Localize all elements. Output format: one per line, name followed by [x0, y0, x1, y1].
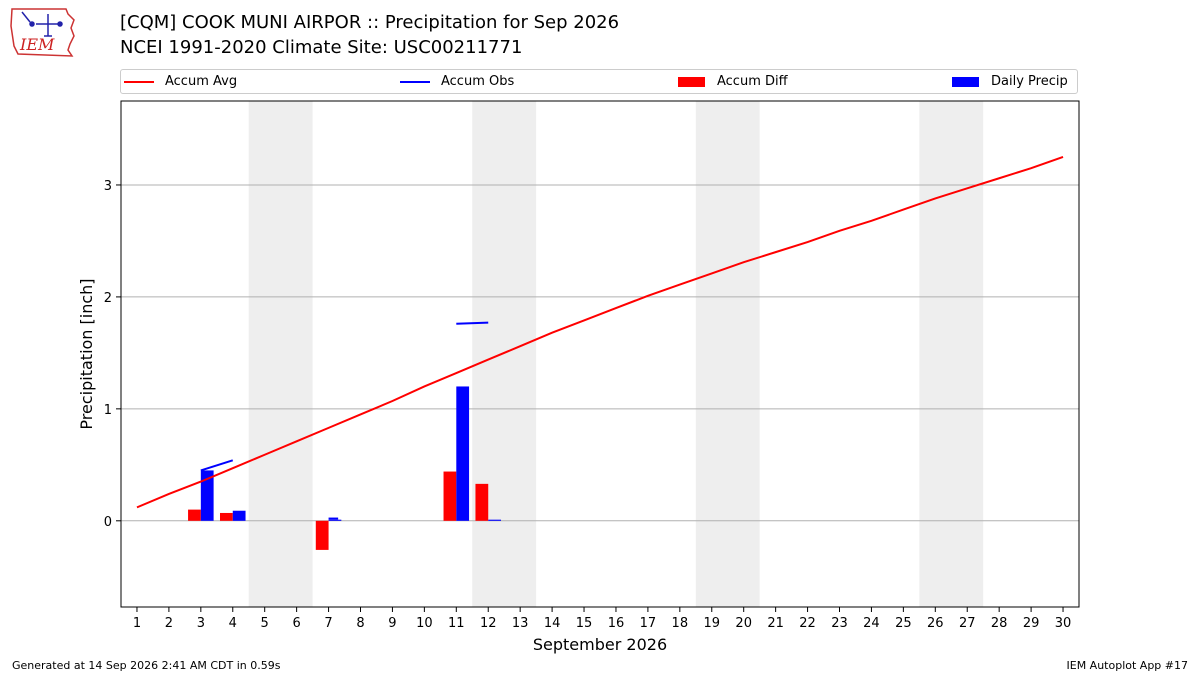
legend-item-accum-diff: Accum Diff [678, 70, 788, 93]
x-tick-label-4: 4 [229, 616, 237, 631]
bar-daily-precip-day-11 [456, 386, 470, 521]
x-tick-label-5: 5 [261, 616, 269, 631]
x-tick-label-25: 25 [895, 616, 912, 631]
bar-accum-diff-day-7 [315, 520, 329, 550]
bar-daily-precip-day-7 [328, 519, 342, 521]
bar-accum-diff-day-4 [219, 512, 233, 521]
logo-text: IEM [19, 35, 55, 54]
legend-swatch-accum-avg [124, 80, 154, 83]
legend-label-accum-diff: Accum Diff [717, 74, 788, 89]
x-tick-label-12: 12 [480, 616, 497, 631]
line-accum-obs-segment-0 [200, 459, 234, 472]
x-tick-label-18: 18 [672, 616, 689, 631]
x-tick-label-28: 28 [991, 616, 1008, 631]
bar-accum-diff-day-12 [475, 483, 489, 521]
legend-swatch-accum-obs [400, 80, 430, 83]
y-tick-label-3: 3 [104, 179, 112, 194]
x-tick-label-20: 20 [735, 616, 752, 631]
weather-station-icon [21, 11, 63, 37]
legend-item-daily-precip: Daily Precip [952, 70, 1068, 93]
weekend-shade-2 [695, 101, 760, 607]
x-tick-label-14: 14 [544, 616, 561, 631]
y-axis-label: Precipitation [inch] [77, 278, 96, 429]
x-tick-label-11: 11 [448, 616, 465, 631]
x-tick-label-30: 30 [1055, 616, 1072, 631]
chart-title: [CQM] COOK MUNI AIRPOR :: Precipitation … [120, 12, 620, 33]
legend-item-accum-avg: Accum Avg [124, 70, 237, 93]
x-tick-label-26: 26 [927, 616, 944, 631]
x-tick-label-19: 19 [703, 616, 720, 631]
x-tick-label-2: 2 [165, 616, 173, 631]
x-tick-label-21: 21 [767, 616, 784, 631]
weekend-shade-0 [248, 101, 313, 607]
bar-daily-precip-day-4 [232, 510, 246, 521]
y-tick-label-2: 2 [104, 291, 112, 306]
bar-daily-precip-day-12 [488, 519, 502, 521]
bar-accum-diff-day-11 [443, 471, 457, 521]
bar-daily-precip-day-3 [200, 470, 214, 521]
x-tick-label-3: 3 [197, 616, 205, 631]
bar-accum-diff-day-3 [188, 509, 201, 521]
legend-label-accum-avg: Accum Avg [165, 74, 238, 89]
x-tick-label-8: 8 [356, 616, 364, 631]
iem-logo: IEM [10, 8, 75, 57]
autoplot-app-label: IEM Autoplot App #17 [1066, 659, 1189, 672]
x-tick-label-10: 10 [416, 616, 433, 631]
legend: Accum Avg Accum Obs Accum Diff Daily Pre… [120, 69, 1078, 94]
x-tick-label-17: 17 [640, 616, 657, 631]
x-tick-label-9: 9 [388, 616, 396, 631]
y-tick-label-0: 0 [104, 515, 112, 530]
legend-swatch-daily-precip [952, 76, 979, 87]
x-tick-label-24: 24 [863, 616, 880, 631]
x-tick-label-29: 29 [1023, 616, 1040, 631]
x-tick-label-15: 15 [576, 616, 593, 631]
x-tick-label-7: 7 [324, 616, 332, 631]
weekend-shade-1 [472, 101, 537, 607]
iowa-outline-icon [10, 8, 75, 57]
legend-swatch-accum-diff [678, 76, 705, 87]
generated-timestamp: Generated at 14 Sep 2026 2:41 AM CDT in … [12, 659, 281, 672]
y-tick-label-1: 1 [104, 403, 112, 418]
x-tick-label-13: 13 [512, 616, 529, 631]
line-accum-avg [136, 156, 1064, 509]
legend-label-daily-precip: Daily Precip [991, 74, 1068, 89]
x-tick-label-6: 6 [292, 616, 300, 631]
x-tick-label-23: 23 [831, 616, 848, 631]
x-axis-label: September 2026 [533, 635, 667, 654]
x-tick-label-22: 22 [799, 616, 816, 631]
legend-label-accum-obs: Accum Obs [441, 74, 515, 89]
x-tick-label-1: 1 [133, 616, 141, 631]
line-accum-obs-segment-2 [456, 321, 489, 325]
weekend-shade-3 [919, 101, 984, 607]
plot-frame [120, 100, 1080, 608]
chart-subtitle: NCEI 1991-2020 Climate Site: USC00211771 [120, 37, 523, 58]
x-tick-label-16: 16 [608, 616, 625, 631]
legend-item-accum-obs: Accum Obs [400, 70, 514, 93]
x-tick-label-27: 27 [959, 616, 976, 631]
